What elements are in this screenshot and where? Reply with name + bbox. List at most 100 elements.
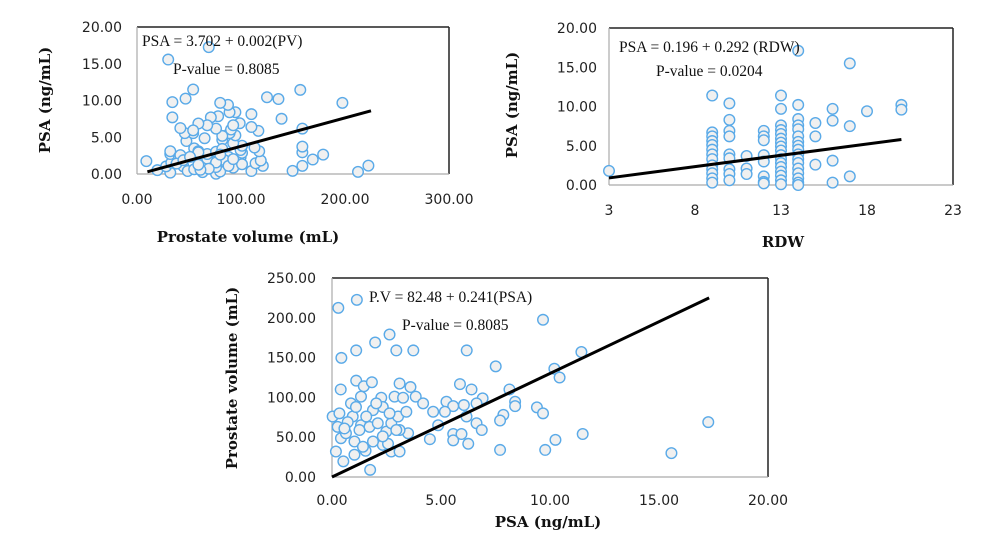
- y-tick-label: 5.00: [566, 139, 597, 155]
- data-point: [447, 434, 460, 447]
- chart-psa-vs-prostate-volume: 0.00 100.00 200.00 300.00 0.00 5.00 10.00 15.00…: [36, 20, 474, 246]
- data-point: [809, 158, 822, 171]
- data-point: [489, 360, 502, 373]
- y-tick-label: 0.00: [566, 178, 597, 194]
- y-tick-label: 250.00: [267, 271, 316, 287]
- y-axis-title: Prostate volume (mL): [223, 287, 241, 470]
- data-point: [438, 405, 451, 418]
- data-point: [236, 158, 249, 171]
- data-point: [162, 53, 175, 66]
- data-point: [723, 174, 736, 187]
- data-point: [336, 96, 349, 109]
- y-tick-label: 50.00: [276, 430, 316, 446]
- chart-psa-vs-rdw: 3 8 13 18 23 0.00 5.00 10.00 15.00 20.00 PSA = 0.…: [503, 21, 962, 251]
- x-tick-label: 8: [691, 203, 700, 219]
- data-point: [192, 158, 205, 171]
- data-point: [362, 159, 375, 172]
- data-point: [296, 140, 309, 153]
- plot-area: 0.00 5.00 10.00 15.00 20.00 0.00 50.00 100.00 15…: [267, 271, 788, 509]
- x-axis-title: Prostate volume (mL): [157, 228, 340, 246]
- data-point: [702, 416, 715, 429]
- data-point: [227, 153, 240, 166]
- data-point: [553, 371, 566, 384]
- data-point: [140, 155, 153, 168]
- data-point: [272, 93, 285, 106]
- data-point: [843, 120, 856, 133]
- y-tick-label: 10.00: [82, 94, 122, 110]
- data-point: [576, 428, 589, 441]
- data-point: [537, 407, 550, 420]
- equation-annotation: PSA = 0.196 + 0.292 (RDW): [619, 39, 800, 56]
- data-point: [383, 407, 396, 420]
- x-axis-title: PSA (ng/mL): [495, 513, 601, 531]
- p-value-annotation: P-value = 0.8085: [173, 61, 280, 78]
- x-tick-label: 3: [605, 203, 614, 219]
- data-point: [397, 391, 410, 404]
- data-point: [214, 96, 227, 109]
- data-point: [349, 400, 362, 413]
- data-point: [390, 344, 403, 357]
- data-point: [723, 113, 736, 126]
- data-point: [348, 448, 361, 461]
- data-point: [455, 428, 468, 441]
- data-point: [843, 170, 856, 183]
- y-tick-label: 20.00: [557, 21, 597, 37]
- chart-prostate-volume-vs-psa: 0.00 5.00 10.00 15.00 20.00 0.00 50.00 100.00 15…: [223, 271, 788, 531]
- data-point: [353, 424, 366, 437]
- y-tick-label: 0.00: [285, 470, 316, 486]
- data-point: [404, 381, 417, 394]
- data-point: [371, 417, 384, 430]
- data-point: [457, 399, 470, 412]
- data-point: [826, 154, 839, 167]
- x-tick-label: 20.00: [748, 493, 788, 509]
- y-tick-label: 100.00: [267, 390, 316, 406]
- data-point: [740, 168, 753, 181]
- data-point: [427, 405, 440, 418]
- data-point: [364, 463, 377, 476]
- data-point: [723, 130, 736, 143]
- y-tick-label: 10.00: [557, 100, 597, 116]
- data-point: [775, 178, 788, 191]
- data-point: [809, 130, 822, 143]
- data-point: [453, 378, 466, 391]
- data-point: [665, 447, 678, 460]
- data-point: [826, 114, 839, 127]
- x-tick-label: 10.00: [530, 493, 570, 509]
- data-point: [369, 336, 382, 349]
- plot-area: 0.00 100.00 200.00 300.00 0.00 5.00 10.00 15.00…: [82, 20, 474, 208]
- x-tick-label: 13: [772, 203, 790, 219]
- data-point: [809, 116, 822, 129]
- data-point: [350, 344, 363, 357]
- x-tick-label: 0.00: [121, 192, 152, 208]
- data-point: [350, 293, 363, 306]
- data-point: [494, 443, 507, 456]
- data-point: [166, 111, 179, 124]
- data-point: [757, 134, 770, 147]
- x-tick-label: 5.00: [425, 493, 456, 509]
- data-point: [509, 400, 522, 413]
- data-point: [409, 390, 422, 403]
- data-point: [164, 145, 177, 158]
- trendline: [147, 109, 372, 174]
- data-point: [348, 435, 361, 448]
- data-point: [370, 397, 383, 410]
- data-point: [332, 301, 345, 314]
- data-point: [245, 120, 258, 133]
- y-tick-label: 20.00: [82, 20, 122, 36]
- data-point: [723, 97, 736, 110]
- data-point: [198, 132, 211, 145]
- data-point: [843, 57, 856, 70]
- data-point: [603, 164, 616, 177]
- y-tick-label: 150.00: [267, 351, 316, 367]
- data-point: [334, 383, 347, 396]
- data-point: [187, 124, 200, 137]
- data-point: [792, 98, 805, 111]
- data-point: [400, 405, 413, 418]
- data-point: [826, 102, 839, 115]
- x-axis-title: RDW: [762, 233, 805, 251]
- data-point: [333, 407, 346, 420]
- x-tick-label: 200.00: [321, 192, 370, 208]
- data-point: [202, 41, 215, 54]
- data-point: [360, 410, 373, 423]
